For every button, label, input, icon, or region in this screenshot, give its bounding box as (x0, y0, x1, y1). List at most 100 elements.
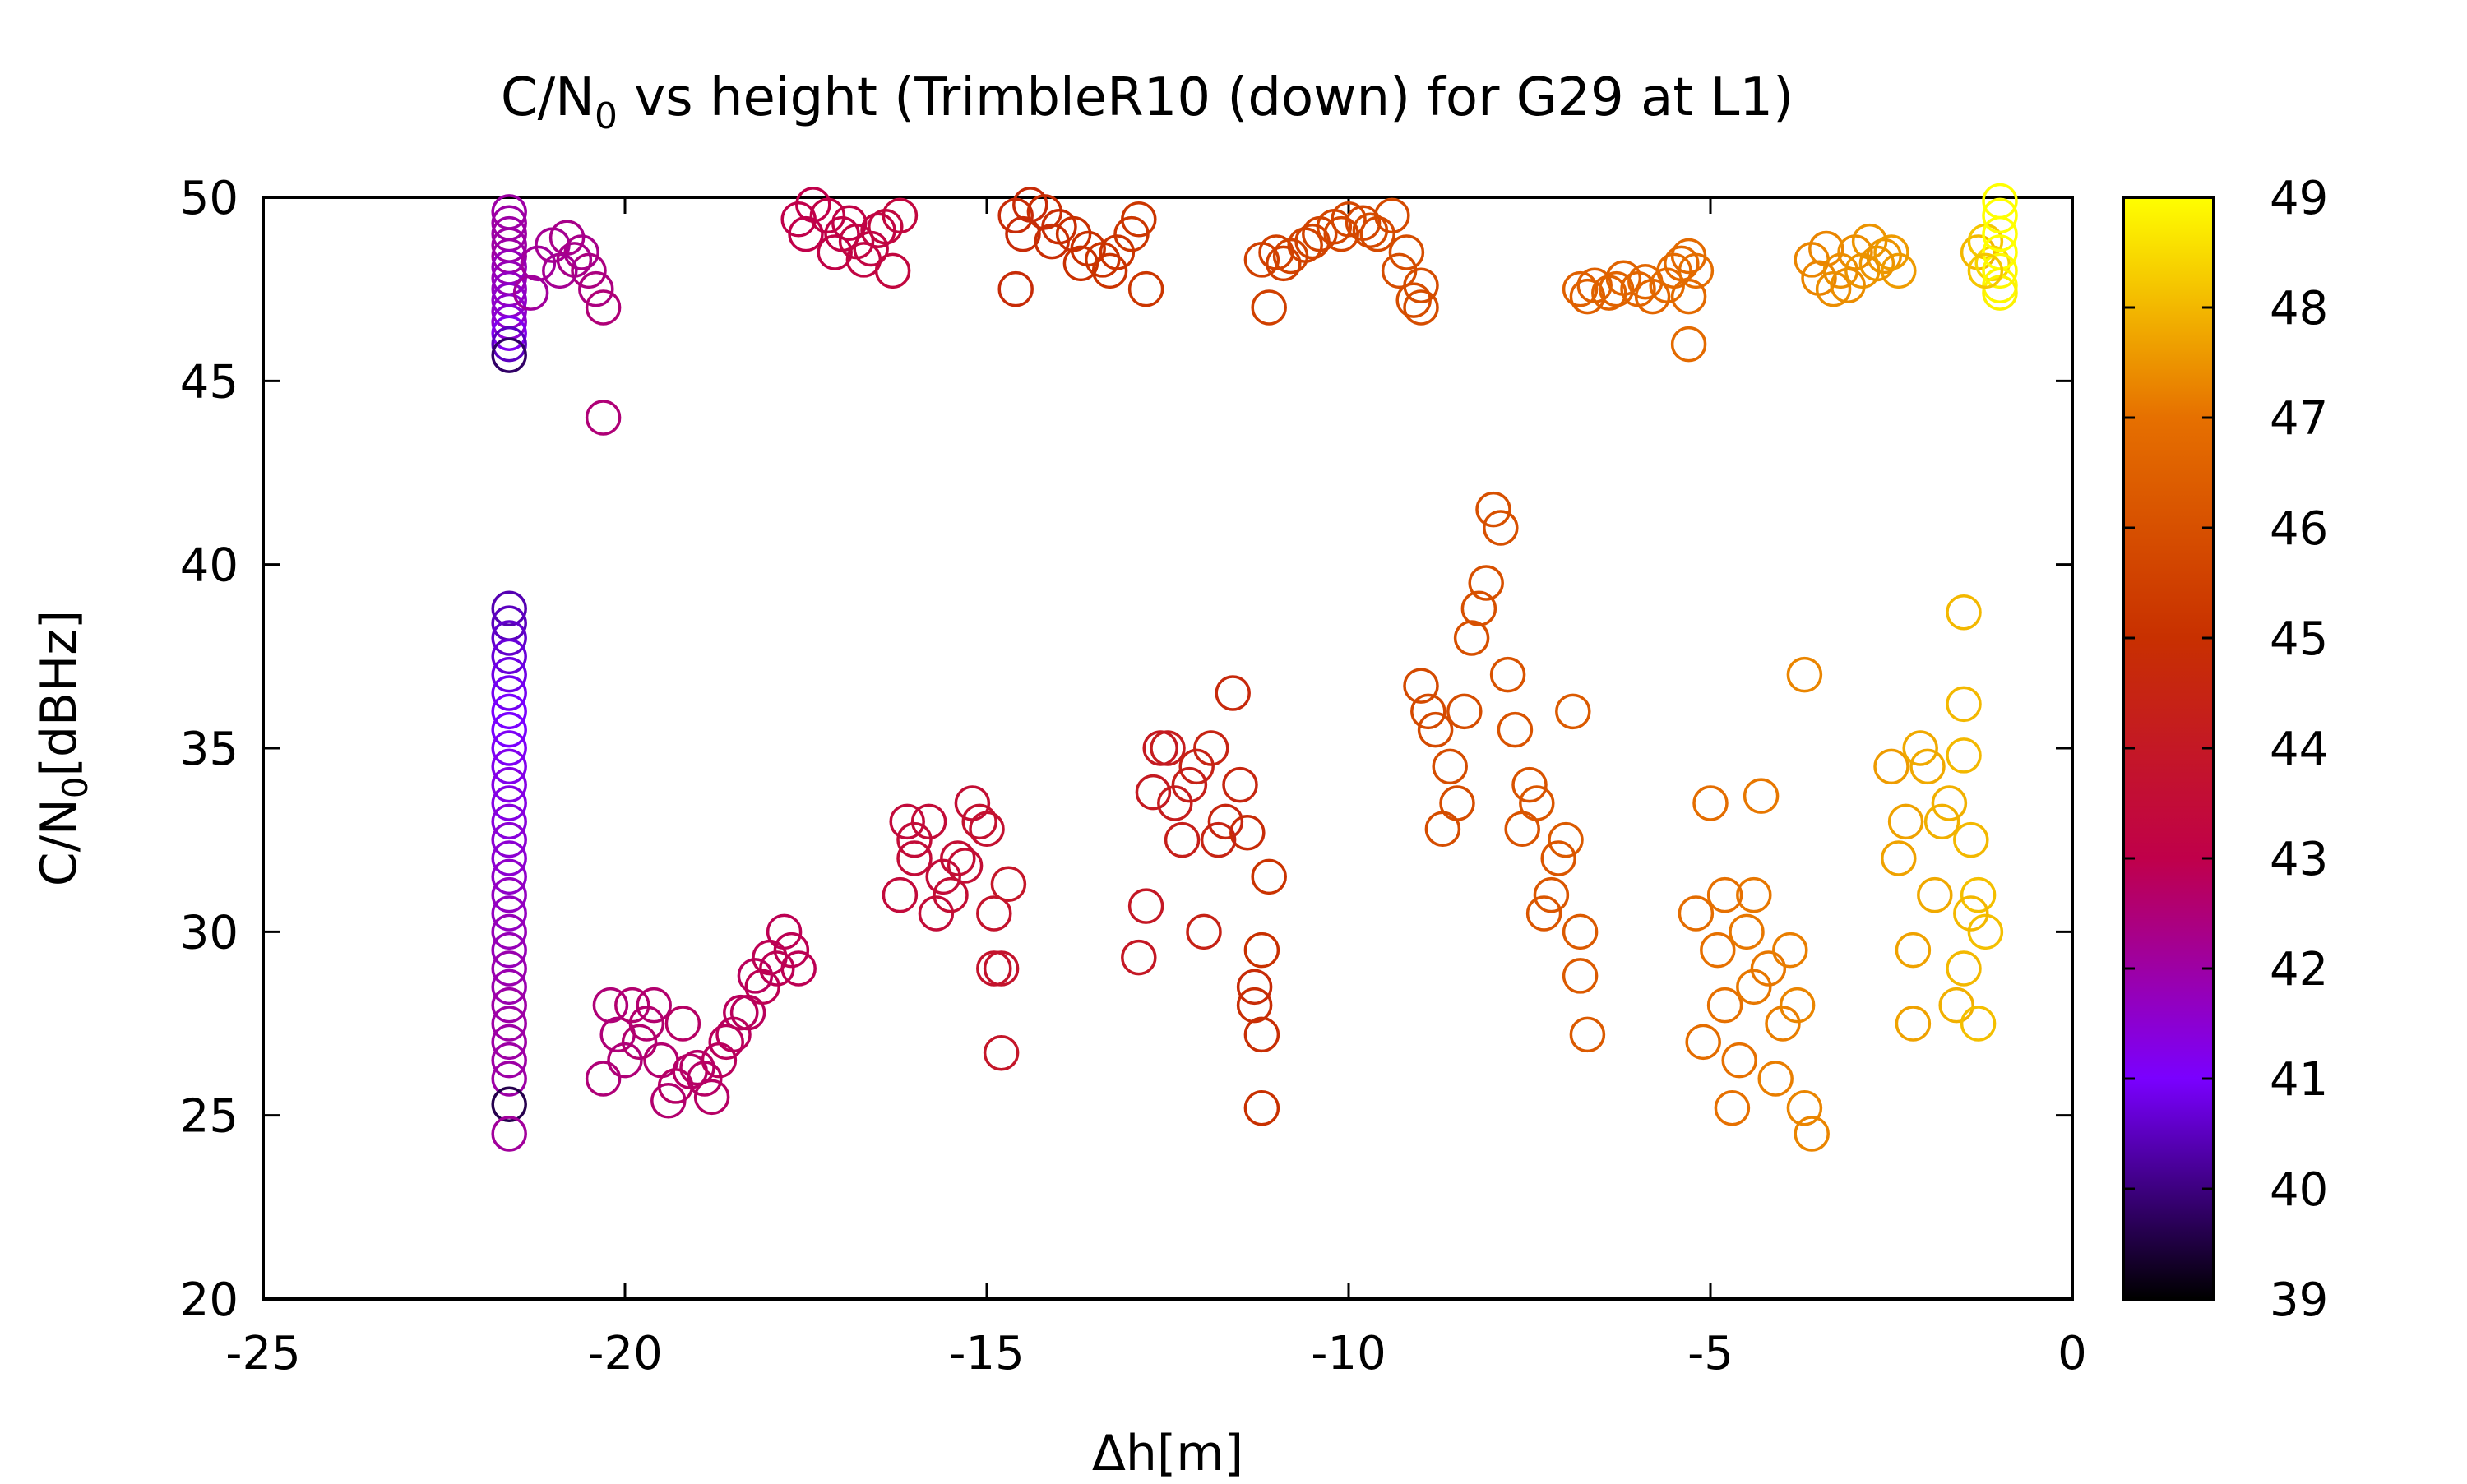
data-point (491, 656, 527, 693)
data-point (1700, 932, 1736, 969)
data-point (809, 197, 846, 234)
data-point (578, 270, 614, 307)
data-point (491, 1086, 527, 1123)
y-tick-label: 25 (180, 1090, 238, 1144)
data-point (491, 766, 527, 803)
data-point (621, 1024, 658, 1061)
colorbar-tick-label: 47 (2270, 392, 2328, 446)
data-point (1953, 821, 1989, 858)
data-point (1946, 686, 1982, 723)
data-point (491, 821, 527, 858)
y-axis-label-rest: [dBHz] (30, 610, 88, 777)
data-point (1099, 234, 1136, 270)
colorbar-tick-label: 45 (2270, 613, 2328, 666)
data-point (585, 289, 622, 326)
x-tick-label: -20 (587, 1327, 662, 1380)
data-point (744, 969, 780, 1006)
data-point (679, 1049, 715, 1086)
data-point (1887, 803, 1924, 840)
data-point (1511, 766, 1548, 803)
data-point (1323, 215, 1359, 252)
data-point (1772, 932, 1808, 969)
data-point (491, 1116, 527, 1152)
data-point (1692, 785, 1729, 821)
data-point (889, 803, 925, 840)
data-point (1562, 958, 1599, 994)
data-point (983, 950, 1020, 987)
data-point (976, 950, 1012, 987)
data-point (1923, 803, 1960, 840)
data-point (1779, 987, 1816, 1024)
data-point (1982, 183, 2018, 220)
data-point (1830, 267, 1866, 303)
data-point (491, 950, 527, 987)
data-point (983, 1034, 1020, 1071)
data-point (1359, 215, 1395, 252)
plot-area-frame (262, 196, 2074, 1301)
data-point (947, 848, 984, 884)
chart-title: C/N0 vs height (TrimbleR10 (down) for G2… (501, 67, 1794, 137)
data-point (1946, 737, 1982, 774)
chart-title-rest: vs height (TrimbleR10 (down) for G29 at … (618, 67, 1794, 128)
data-point (997, 270, 1034, 307)
data-point (491, 711, 527, 748)
data-point (491, 315, 527, 352)
data-point (795, 187, 831, 223)
data-point (1026, 194, 1063, 230)
data-point (592, 987, 629, 1024)
data-point (933, 876, 969, 913)
data-point (1670, 278, 1707, 315)
data-point (1967, 252, 2004, 289)
data-point (1417, 711, 1454, 748)
data-point (1946, 594, 1982, 631)
x-tick-label: -5 (1687, 1327, 1733, 1380)
data-point (1873, 748, 1909, 785)
data-point (491, 1061, 527, 1097)
colorbar-tick-label: 49 (2270, 172, 2328, 225)
data-point (1974, 245, 2011, 282)
data-point (491, 326, 527, 363)
data-point (1395, 282, 1432, 318)
data-point (896, 821, 933, 858)
data-point (491, 693, 527, 730)
data-point (1207, 803, 1244, 840)
data-point (1953, 895, 1989, 932)
data-point (512, 275, 549, 311)
data-point (491, 605, 527, 641)
data-point (1251, 289, 1287, 326)
data-point (896, 840, 933, 876)
data-point (918, 895, 955, 932)
data-point (1381, 252, 1418, 289)
colorbar-tick-label: 46 (2270, 502, 2328, 556)
data-point (1519, 785, 1555, 821)
colorbar-tick-label: 39 (2270, 1274, 2328, 1327)
data-point (693, 1079, 730, 1116)
data-point (1678, 895, 1715, 932)
data-point (940, 840, 976, 876)
data-point (1489, 656, 1526, 693)
data-point (1540, 840, 1576, 876)
x-tick-label: 0 (2057, 1327, 2087, 1380)
data-point (1200, 821, 1237, 858)
data-point (969, 811, 1005, 848)
data-point (1757, 1061, 1794, 1097)
y-tick-label: 35 (180, 723, 238, 776)
data-point (1453, 620, 1490, 656)
data-point (1388, 234, 1425, 270)
data-point (1251, 858, 1287, 895)
data-point (708, 1024, 744, 1061)
data-point (491, 620, 527, 656)
data-point (1844, 252, 1881, 289)
data-point (1127, 270, 1164, 307)
data-point (1982, 197, 2018, 234)
data-point (1895, 932, 1932, 969)
data-point (548, 220, 586, 256)
data-point (817, 234, 853, 270)
data-point (1721, 1042, 1757, 1079)
data-point (491, 675, 527, 711)
data-point (1678, 252, 1715, 289)
data-point (1982, 215, 2018, 252)
colorbar-tick-label: 42 (2270, 943, 2328, 996)
